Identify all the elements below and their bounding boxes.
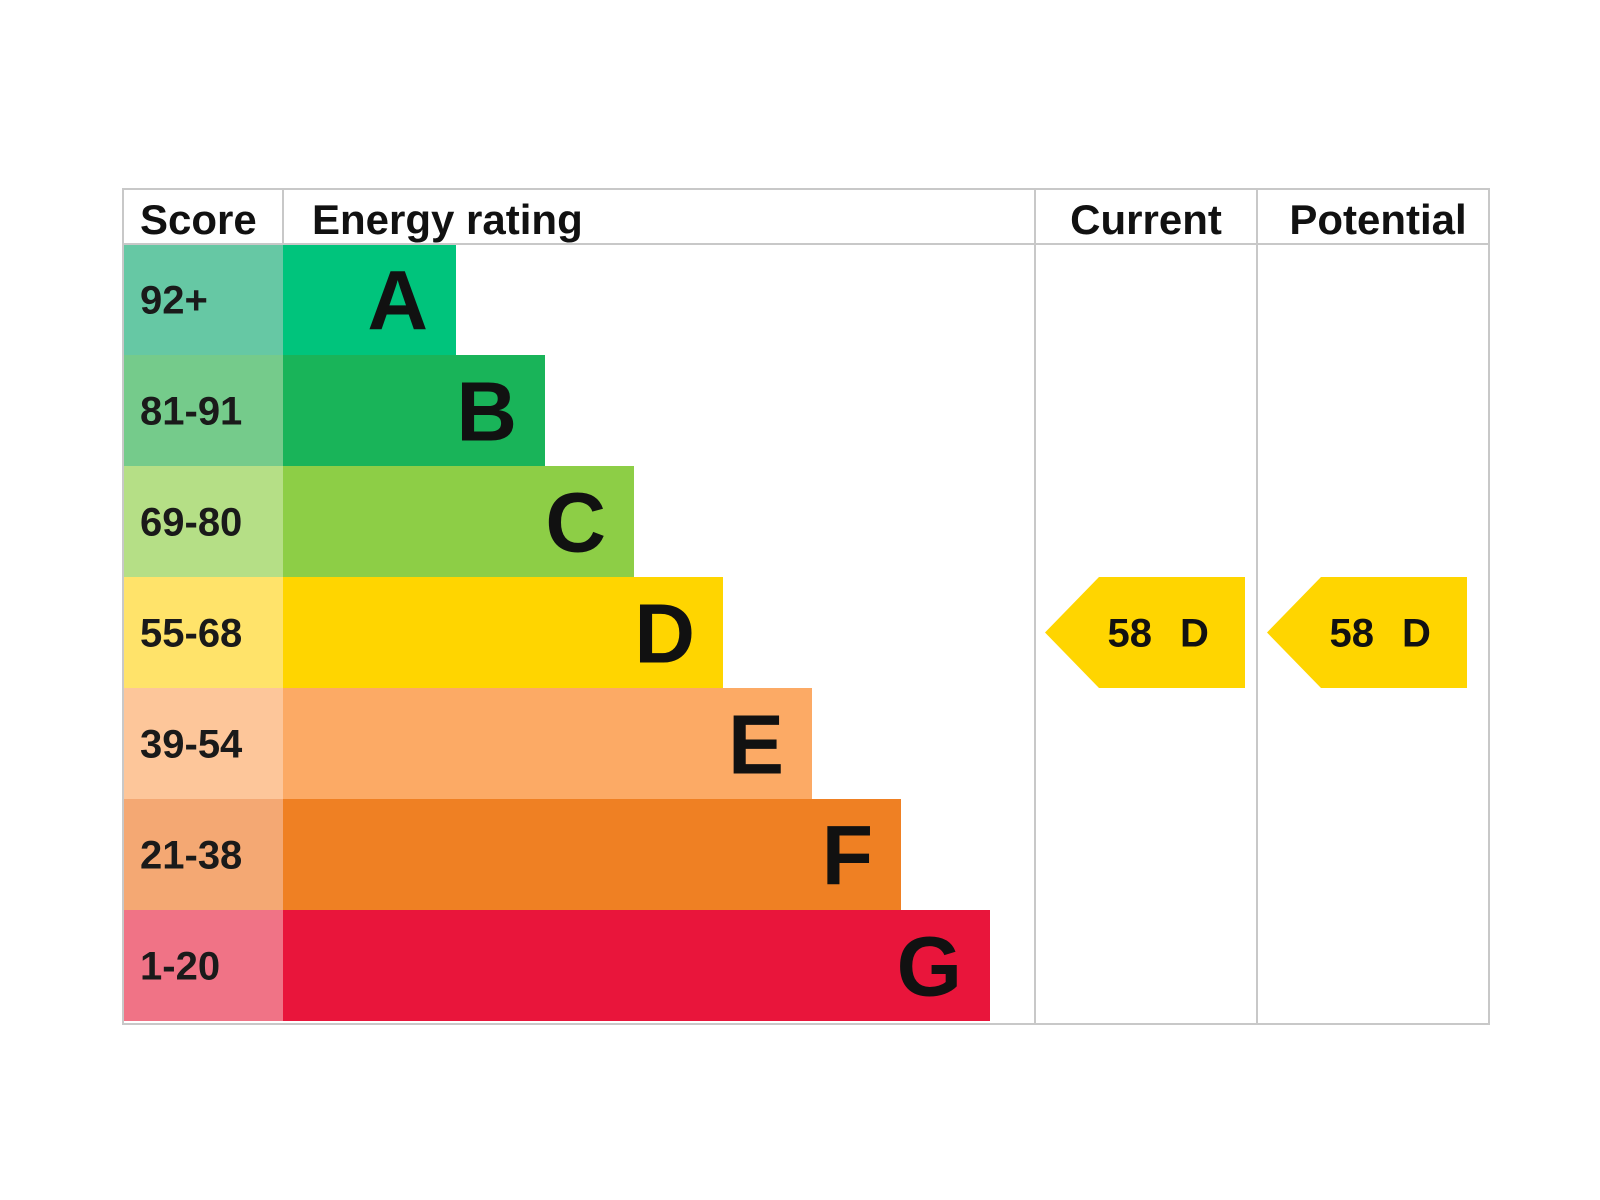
score-cell-f (123, 799, 283, 910)
potential-rating-letter: D (1402, 612, 1431, 656)
band-bar-a (283, 244, 456, 355)
score-range-label: 69-80 (140, 501, 242, 545)
score-cell-c (123, 466, 283, 577)
score-range-label: 92+ (140, 279, 208, 323)
potential-rating-arrow: 58 D (1267, 577, 1467, 688)
current-column-header: Current (1070, 196, 1222, 243)
energy-rating-column-header: Energy rating (312, 196, 583, 243)
band-letter: F (822, 809, 873, 903)
band-bar-f (283, 799, 901, 910)
potential-arrow-shape (1267, 577, 1467, 688)
score-column-header: Score (140, 196, 257, 243)
table-grid (122, 188, 1490, 1025)
score-range-label: 1-20 (140, 945, 220, 989)
score-range-label: 21-38 (140, 834, 242, 878)
band-row-d: 55-68 D (123, 577, 723, 688)
current-score-value: 58 (1108, 612, 1153, 656)
band-row-a: 92+ A (123, 244, 456, 355)
rating-indicators: 58 D 58 D (1045, 577, 1467, 688)
band-letter: G (897, 920, 962, 1014)
band-letter: C (545, 476, 606, 570)
band-letter: B (456, 365, 517, 459)
current-rating-letter: D (1180, 612, 1209, 656)
band-bar-d (283, 577, 723, 688)
score-cell-d (123, 577, 283, 688)
band-row-c: 69-80 C (123, 466, 634, 577)
rating-bands: 92+ A 81-91 B 69-80 C 55-68 D 39-54 E 21-38 F 1-20 G (123, 244, 990, 1021)
band-row-e: 39-54 E (123, 688, 812, 799)
score-range-label: 55-68 (140, 612, 242, 656)
potential-score-value: 58 (1330, 612, 1375, 656)
score-range-label: 81-91 (140, 390, 242, 434)
current-rating-arrow: 58 D (1045, 577, 1245, 688)
band-letter: D (634, 587, 695, 681)
current-arrow-shape (1045, 577, 1245, 688)
score-cell-b (123, 355, 283, 466)
band-bar-e (283, 688, 812, 799)
band-bar-c (283, 466, 634, 577)
band-row-f: 21-38 F (123, 799, 901, 910)
band-letter: A (367, 254, 428, 348)
score-cell-a (123, 244, 283, 355)
potential-column-header: Potential (1289, 196, 1466, 243)
score-range-label: 39-54 (140, 723, 243, 767)
band-row-b: 81-91 B (123, 355, 545, 466)
band-bar-b (283, 355, 545, 466)
band-row-g: 1-20 G (123, 910, 990, 1021)
band-letter: E (728, 698, 784, 792)
band-bar-g (283, 910, 990, 1021)
score-cell-g (123, 910, 283, 1021)
table-border (122, 188, 1490, 1025)
score-cell-e (123, 688, 283, 799)
